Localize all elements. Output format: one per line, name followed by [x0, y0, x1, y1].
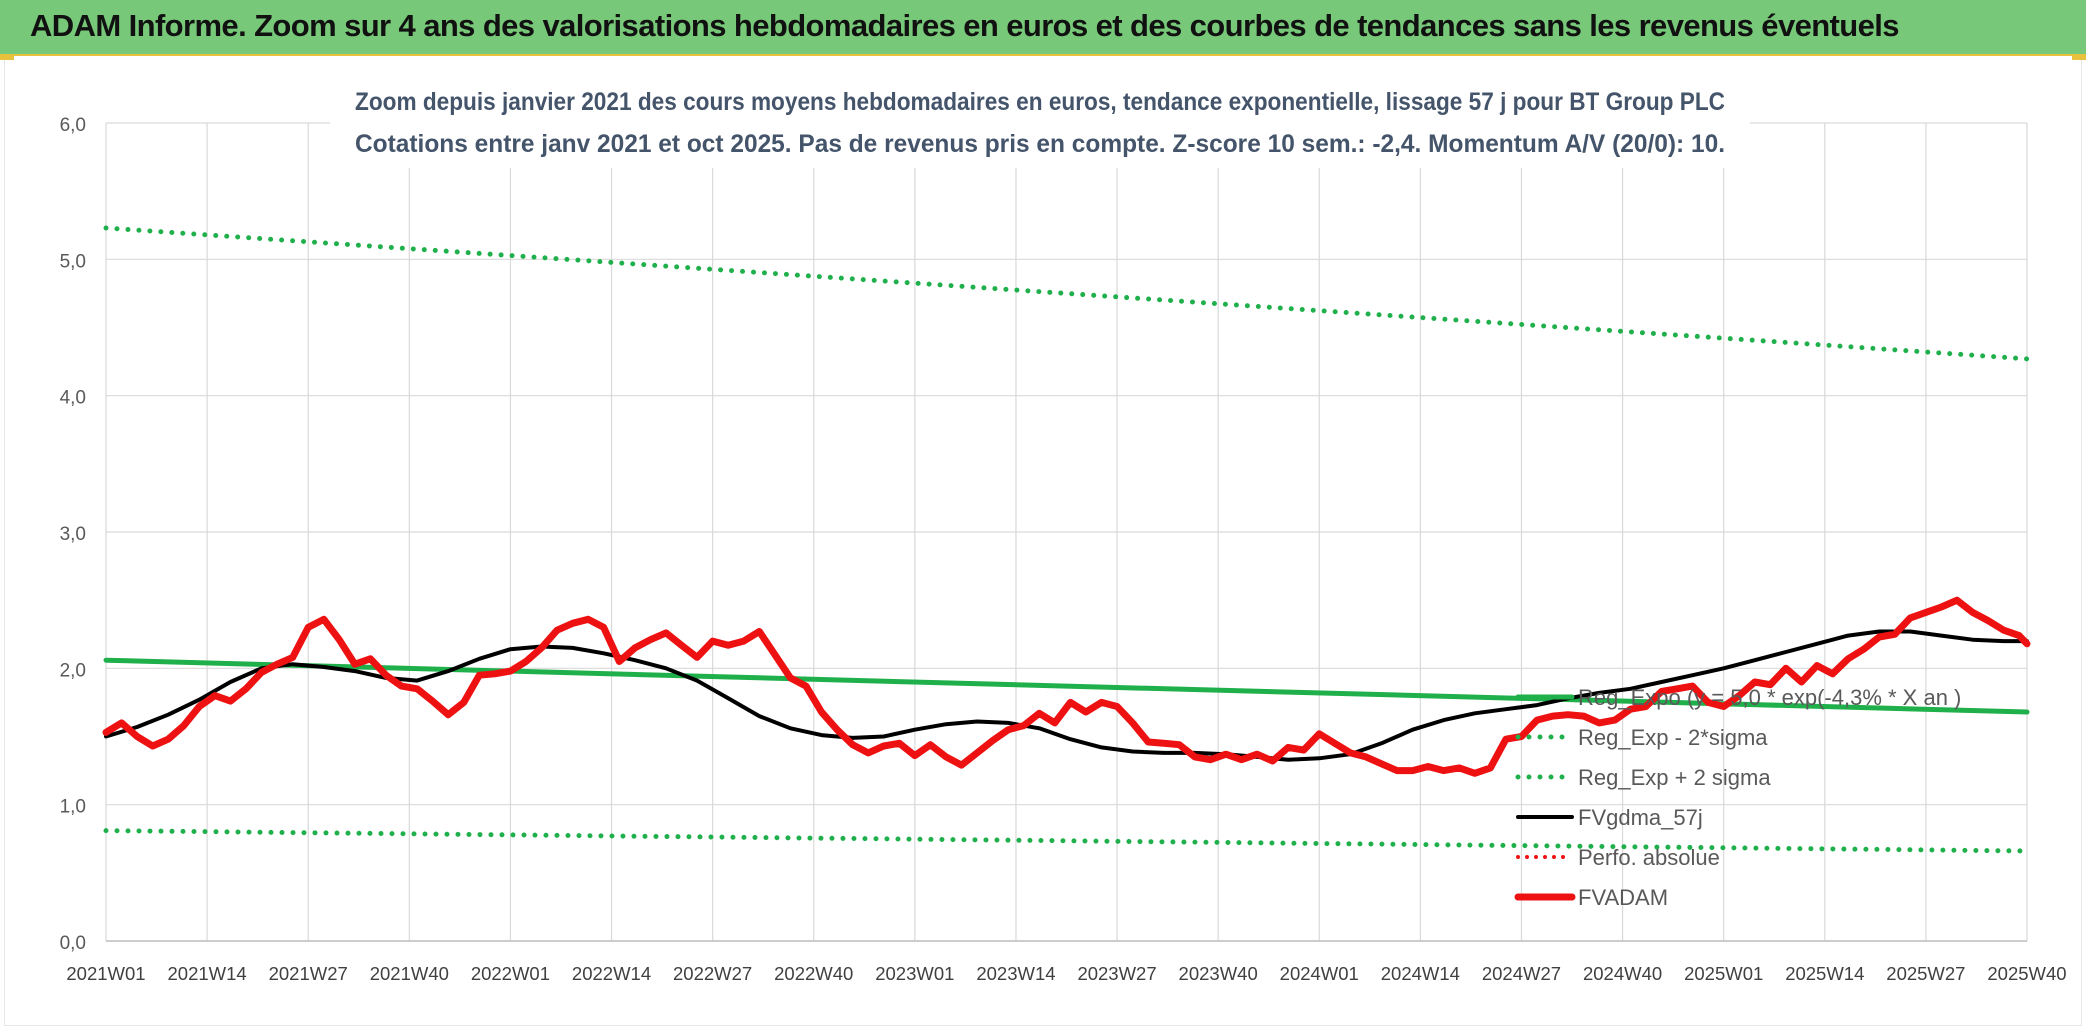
report-header-title: ADAM Informe. Zoom sur 4 ans des valoris…	[30, 8, 1900, 43]
x-tick-label: 2021W01	[66, 963, 145, 984]
series-line-dotted-green	[103, 828, 2030, 854]
x-tick-label: 2021W14	[168, 963, 247, 984]
legend-label: Reg_Expo (y = 5,0 * exp(-4,3% * X an )	[1578, 685, 1961, 710]
x-tick-label: 2023W40	[1179, 963, 1258, 984]
legend-label: Perfo. absolue	[1578, 845, 1720, 870]
legend-label: FVADAM	[1578, 885, 1668, 910]
y-axis-labels: 0,0 1,0 2,0 3,0 4,0 5,0 6,0	[60, 115, 86, 954]
x-axis-labels: 2021W01 2021W14 2021W27 2021W40 2022W01 2022W…	[66, 963, 2066, 984]
chart-title: Zoom depuis janvier 2021 des cours moyen…	[355, 88, 1725, 116]
series-line-solid-red-thick	[102, 596, 2031, 777]
x-tick-label: 2022W27	[673, 963, 752, 984]
title-background	[330, 78, 1750, 168]
x-tick-label: 2021W27	[269, 963, 348, 984]
corner-mark	[2072, 54, 2086, 60]
y-tick-label: 3,0	[60, 524, 86, 545]
y-tick-label: 6,0	[60, 115, 86, 136]
y-tick-label: 4,0	[60, 388, 86, 409]
x-tick-label: 2024W40	[1583, 963, 1662, 984]
x-tick-label: 2022W01	[471, 963, 550, 984]
x-tick-label: 2023W14	[976, 963, 1055, 984]
grid-lines	[105, 122, 2028, 942]
series-layer	[102, 225, 2031, 854]
series-line-solid-black	[104, 629, 2029, 762]
report-header-banner: ADAM Informe. Zoom sur 4 ans des valoris…	[0, 0, 2086, 56]
x-tick-label: 2023W27	[1077, 963, 1156, 984]
chart-legend: Reg_Expo (y = 5,0 * exp(-4,3% * X an ) Re…	[1514, 685, 1961, 910]
y-tick-label: 0,0	[60, 933, 86, 954]
legend-label: Reg_Exp + 2 sigma	[1578, 765, 1771, 790]
x-tick-label: 2025W01	[1684, 963, 1763, 984]
y-tick-label: 1,0	[60, 797, 86, 818]
x-tick-label: 2022W40	[774, 963, 853, 984]
x-tick-label: 2024W01	[1280, 963, 1359, 984]
legend-label: FVgdma_57j	[1578, 805, 1703, 830]
x-tick-label: 2021W40	[370, 963, 449, 984]
x-tick-label: 2024W14	[1381, 963, 1460, 984]
chart-title-block: Zoom depuis janvier 2021 des cours moyen…	[330, 78, 1750, 168]
x-tick-label: 2024W27	[1482, 963, 1561, 984]
x-tick-label: 2025W40	[1987, 963, 2066, 984]
y-tick-label: 2,0	[60, 660, 86, 681]
x-tick-label: 2023W01	[875, 963, 954, 984]
x-tick-label: 2025W14	[1785, 963, 1864, 984]
x-tick-label: 2025W27	[1886, 963, 1965, 984]
x-tick-label: 2022W14	[572, 963, 651, 984]
legend-label: Reg_Exp - 2*sigma	[1578, 725, 1768, 750]
y-tick-label: 5,0	[60, 251, 86, 272]
chart-subtitle: Cotations entre janv 2021 et oct 2025. P…	[355, 130, 1725, 158]
chart-frame	[4, 54, 2082, 1026]
series-line-dotted-green	[103, 225, 2030, 362]
corner-mark	[0, 54, 14, 60]
